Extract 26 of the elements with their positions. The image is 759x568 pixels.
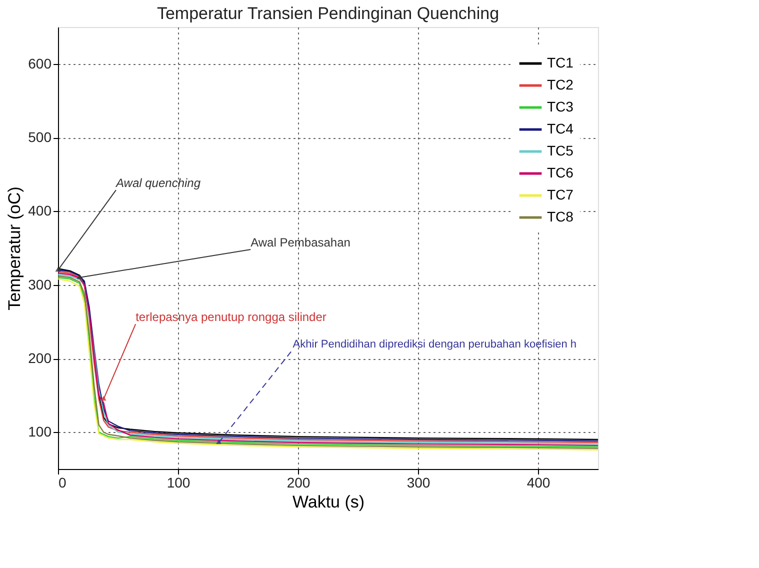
- y-tick-label: 500: [28, 129, 52, 145]
- y-tick-label: 300: [28, 276, 52, 292]
- annotation: Akhir Pendidihan diprediksi dengan perubahan koefisien h: [292, 338, 577, 350]
- legend-label: TC7: [547, 186, 574, 202]
- legend-label: TC1: [547, 54, 574, 70]
- legend-label: TC5: [547, 142, 574, 158]
- chart-title: Temperatur Transien Pendinginan Quenching: [156, 4, 500, 23]
- y-tick-label: 600: [28, 55, 52, 72]
- y-tick-label: 200: [28, 350, 52, 366]
- legend-label: TC3: [547, 98, 574, 114]
- x-tick-label: 100: [166, 474, 190, 490]
- y-axis-title: Temperatur (oC): [5, 186, 24, 310]
- x-tick-label: 300: [406, 474, 430, 490]
- x-tick-label: 0: [58, 474, 66, 490]
- legend-label: TC4: [547, 120, 574, 136]
- y-tick-label: 400: [28, 202, 52, 219]
- legend-label: TC2: [547, 76, 574, 92]
- annotation: terlepasnya penutup rongga silinder: [136, 310, 326, 324]
- x-tick-label: 400: [526, 474, 550, 490]
- x-axis-title: Waktu (s): [292, 492, 365, 512]
- legend-label: TC6: [547, 164, 574, 180]
- y-tick-label: 100: [28, 424, 52, 440]
- legend-label: TC8: [547, 208, 574, 224]
- annotation: Awal quenching: [115, 176, 201, 190]
- x-tick-label: 200: [286, 474, 310, 490]
- annotation: Awal Pembasahan: [250, 235, 350, 250]
